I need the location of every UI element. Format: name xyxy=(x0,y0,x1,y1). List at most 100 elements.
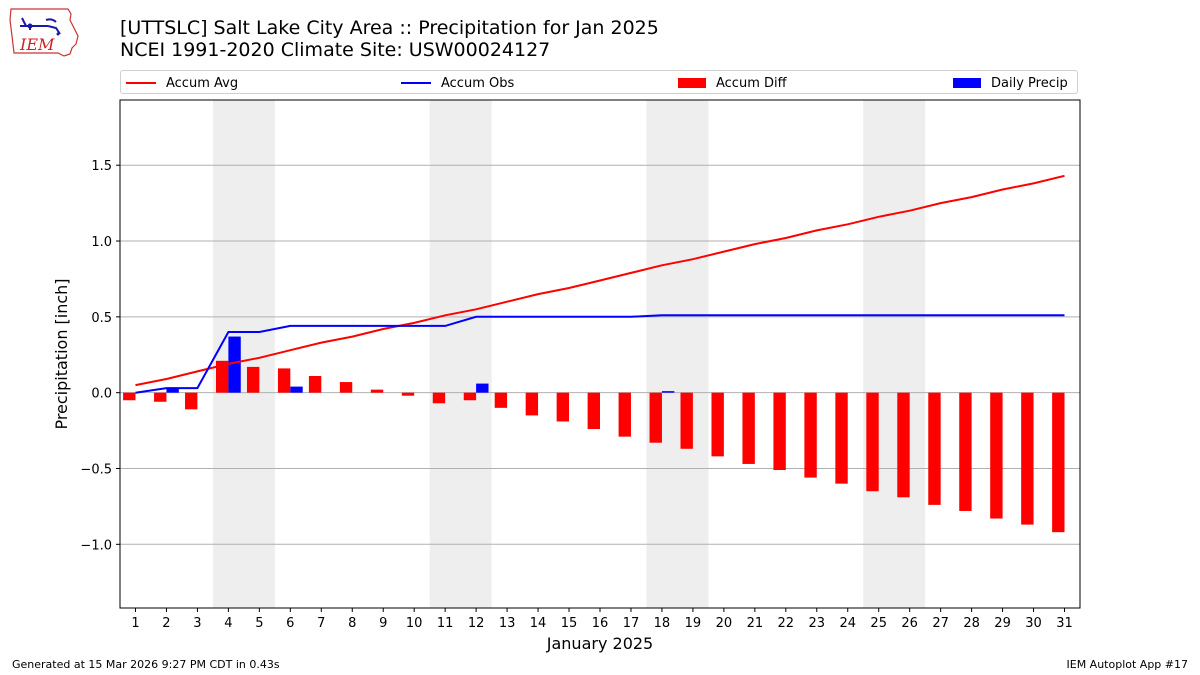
legend-swatch-accum-diff xyxy=(678,78,706,88)
x-axis-label: January 2025 xyxy=(546,634,653,653)
accum-diff-bar xyxy=(990,392,1003,519)
accum-diff-bar xyxy=(339,382,353,393)
y-tick-label: −0.5 xyxy=(80,462,112,477)
x-tick-label: 20 xyxy=(716,616,733,631)
x-tick-label: 1 xyxy=(131,616,139,631)
x-tick-label: 23 xyxy=(809,616,826,631)
weekend-shade xyxy=(646,100,709,608)
x-tick-label: 13 xyxy=(499,616,516,631)
x-tick-label: 17 xyxy=(623,616,640,631)
iem-logo: IEM xyxy=(8,6,80,58)
accum-diff-bar xyxy=(928,392,941,505)
x-tick-label: 30 xyxy=(1025,616,1042,631)
accum-diff-bar xyxy=(742,392,755,464)
chart-legend: Accum Avg Accum Obs Accum Diff Daily Pre… xyxy=(120,70,1078,94)
accum-diff-bar xyxy=(649,392,662,443)
x-tick-label: 4 xyxy=(224,616,232,631)
legend-label-accum-obs: Accum Obs xyxy=(441,75,515,91)
y-tick-label: 1.0 xyxy=(91,235,112,250)
y-tick-label: 0.5 xyxy=(91,311,112,326)
x-tick-label: 21 xyxy=(747,616,764,631)
weekend-shade xyxy=(212,100,275,608)
accum-diff-bar xyxy=(494,392,508,408)
y-tick-label: 0.0 xyxy=(91,387,112,402)
legend-label-accum-avg: Accum Avg xyxy=(166,75,239,91)
x-tick-label: 8 xyxy=(348,616,356,631)
x-tick-label: 18 xyxy=(654,616,671,631)
legend-swatch-accum-avg xyxy=(126,82,156,84)
x-tick-label: 9 xyxy=(379,616,387,631)
legend-item-accum-avg: Accum Avg xyxy=(126,74,238,92)
weekend-shade xyxy=(863,100,926,608)
x-tick-label: 10 xyxy=(406,616,423,631)
accum-diff-bar xyxy=(1021,392,1034,525)
accum-obs-line xyxy=(135,314,1065,394)
weekend-shade xyxy=(429,100,492,608)
legend-swatch-accum-obs xyxy=(401,82,431,84)
x-tick-label: 24 xyxy=(839,616,856,631)
accum-diff-bar xyxy=(587,392,600,430)
x-tick-label: 19 xyxy=(685,616,702,631)
accum-diff-bar xyxy=(246,366,260,393)
accum-diff-bar xyxy=(680,392,693,449)
x-tick-label: 28 xyxy=(963,616,980,631)
accum-diff-bar xyxy=(525,392,539,416)
accum-diff-bar xyxy=(1052,392,1065,533)
y-axis-label: Precipitation [inch] xyxy=(52,278,71,429)
accum-diff-bar xyxy=(370,389,384,393)
x-tick-label: 31 xyxy=(1056,616,1073,631)
x-tick-label: 22 xyxy=(778,616,795,631)
accum-diff-bar xyxy=(773,392,786,471)
x-tick-label: 26 xyxy=(901,616,918,631)
accum-diff-bar xyxy=(866,392,879,492)
accum-diff-bar xyxy=(711,392,724,457)
daily-precip-bar xyxy=(228,336,241,393)
accum-avg-line xyxy=(135,174,1065,387)
accum-diff-bar xyxy=(463,392,477,401)
accum-diff-bar xyxy=(835,392,848,484)
x-tick-label: 15 xyxy=(561,616,578,631)
footer-generated: Generated at 15 Mar 2026 9:27 PM CDT in … xyxy=(12,658,280,671)
legend-label-daily-precip: Daily Precip xyxy=(991,75,1068,91)
daily-precip-bar xyxy=(476,383,489,393)
x-tick-label: 12 xyxy=(468,616,485,631)
legend-item-daily-precip: Daily Precip xyxy=(953,74,1068,92)
accum-diff-bar xyxy=(959,392,972,511)
daily-precip-bar xyxy=(661,391,675,393)
x-tick-label: 2 xyxy=(162,616,170,631)
footer-app-id: IEM Autoplot App #17 xyxy=(1066,658,1189,671)
accum-diff-bar xyxy=(432,392,446,404)
accum-diff-bar xyxy=(154,392,167,402)
svg-text:IEM: IEM xyxy=(19,35,55,54)
x-tick-label: 5 xyxy=(255,616,263,631)
x-tick-label: 16 xyxy=(592,616,609,631)
title-line-2: NCEI 1991-2020 Climate Site: USW00024127 xyxy=(120,39,551,61)
accum-diff-bar xyxy=(618,392,631,437)
accum-diff-bar xyxy=(123,392,136,401)
legend-item-accum-obs: Accum Obs xyxy=(401,74,514,92)
accum-diff-bar xyxy=(277,368,291,393)
accum-diff-bar xyxy=(185,392,198,410)
x-tick-label: 3 xyxy=(193,616,201,631)
x-tick-label: 27 xyxy=(932,616,949,631)
daily-precip-bar xyxy=(290,386,303,393)
x-tick-label: 29 xyxy=(994,616,1011,631)
legend-swatch-daily-precip xyxy=(953,78,981,88)
title-line-1: [UTTSLC] Salt Lake City Area :: Precipit… xyxy=(120,17,659,39)
x-tick-label: 6 xyxy=(286,616,294,631)
accum-diff-bar xyxy=(556,392,570,422)
accum-diff-bar xyxy=(216,360,229,393)
x-tick-label: 25 xyxy=(870,616,887,631)
y-tick-label: 1.5 xyxy=(91,159,112,174)
accum-diff-bar xyxy=(401,392,415,396)
accum-diff-bar xyxy=(804,392,817,478)
legend-label-accum-diff: Accum Diff xyxy=(716,75,787,91)
chart-title: [UTTSLC] Salt Lake City Area :: Precipit… xyxy=(120,17,659,61)
accum-diff-bar xyxy=(897,392,910,498)
accum-diff-bar xyxy=(308,375,322,393)
x-tick-label: 11 xyxy=(437,616,454,631)
x-tick-label: 14 xyxy=(530,616,547,631)
legend-item-accum-diff: Accum Diff xyxy=(678,74,787,92)
x-tick-label: 7 xyxy=(317,616,325,631)
